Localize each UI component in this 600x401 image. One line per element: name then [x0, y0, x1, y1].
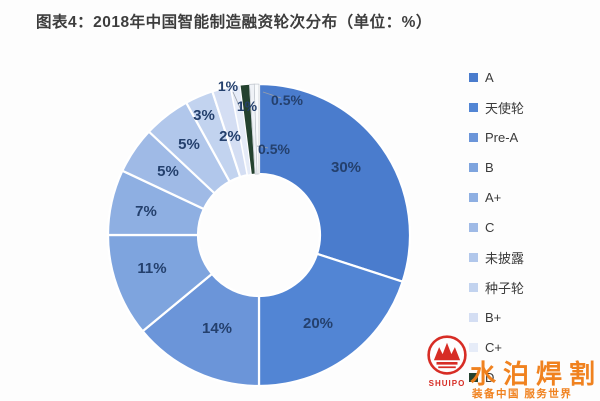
pie-slice-unlabeled-12 — [253, 83, 260, 175]
legend-label: B — [485, 159, 494, 175]
legend-swatch — [469, 162, 478, 172]
legend-item-B+: B+ — [469, 302, 524, 332]
watermark-brand-text: 水泊焊割 — [470, 359, 600, 389]
slice-label: 7% — [135, 203, 157, 220]
label-leader-line — [262, 91, 282, 99]
legend-label: D — [485, 369, 495, 385]
slice-label: 0.5% — [271, 92, 303, 108]
legend-item-天使轮: 天使轮 — [469, 92, 524, 122]
slice-label: 2% — [219, 128, 241, 145]
legend-label: Pre-A — [485, 129, 519, 145]
legend-label: A+ — [485, 189, 502, 205]
legend-label: 未披露 — [485, 250, 525, 266]
legend-item-种子轮: 种子轮 — [469, 272, 524, 302]
watermark-logo-text: SHUIPO — [428, 379, 466, 388]
slice-label: 14% — [202, 320, 232, 337]
legend-item-C: C — [469, 212, 524, 242]
legend-swatch — [469, 252, 478, 262]
slice-label: 5% — [178, 136, 200, 153]
legend-item-未披露: 未披露 — [469, 242, 524, 272]
label-leader-line — [232, 91, 242, 111]
legend-item-B: B — [469, 152, 524, 182]
legend-label: 天使轮 — [485, 100, 525, 116]
legend-label: B+ — [485, 309, 502, 325]
legend-swatch — [469, 342, 478, 352]
legend-label: 种子轮 — [485, 280, 525, 296]
shuipo-logo: SHUIPO — [424, 334, 470, 388]
legend-swatch — [469, 222, 478, 232]
legend-label: C+ — [485, 339, 502, 355]
legend-swatch — [469, 372, 478, 382]
chart-title: 图表4：2018年中国智能制造融资轮次分布（单位：%） — [36, 14, 432, 31]
legend-item-A: A — [469, 62, 524, 92]
legend-item-D: D — [469, 362, 524, 392]
legend-swatch — [469, 312, 478, 322]
slice-label: 5% — [157, 163, 179, 180]
label-leader-line — [256, 145, 269, 149]
mountain-glyph — [433, 342, 461, 361]
slice-label: 1% — [218, 78, 239, 94]
chart-legend: A 天使轮 Pre-A B A+ C 未披露种子轮 B+ C+ D — [469, 62, 524, 392]
legend-item-A+: A+ — [469, 182, 524, 212]
slice-label: 1% — [237, 98, 258, 114]
watermark: SHUIPO 水泊焊割 装备中国 服务世界 — [424, 334, 600, 401]
slice-label: 30% — [331, 159, 361, 176]
legend-item-Pre-A: Pre-A — [469, 122, 524, 152]
legend-label: C — [485, 219, 495, 235]
shuipo-logo-icon — [427, 335, 467, 375]
legend-swatch — [469, 282, 478, 292]
legend-swatch — [469, 192, 478, 202]
slice-label: 20% — [303, 315, 333, 332]
pie-slice-天使轮 — [257, 252, 404, 388]
slice-label: 11% — [137, 260, 166, 277]
slice-label: 0.5% — [258, 141, 290, 157]
legend-swatch — [469, 132, 478, 142]
legend-item-C+: C+ — [469, 332, 524, 362]
slice-label: 3% — [193, 107, 215, 124]
legend-swatch — [469, 72, 478, 82]
pie-slice-A — [257, 82, 412, 284]
watermark-tagline: 装备中国 服务世界 — [472, 388, 573, 400]
legend-swatch — [469, 102, 478, 112]
legend-label: A — [485, 69, 494, 85]
